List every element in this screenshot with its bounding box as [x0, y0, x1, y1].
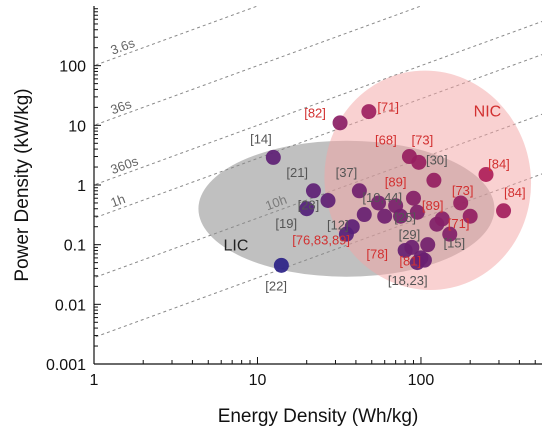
- reference-label: [21]: [286, 165, 308, 180]
- reference-label: [12]: [327, 217, 349, 232]
- tick-labels: 1 10 100 0.001 0.01 0.1 1 10 100: [46, 59, 434, 389]
- x-tick-label: 10: [249, 372, 267, 389]
- reference-label: [73]: [452, 183, 474, 198]
- guide-line: [94, 6, 96, 7]
- data-point: [320, 192, 336, 208]
- data-point: [273, 257, 289, 273]
- regions: LIC NIC: [198, 70, 532, 290]
- reference-label: [30]: [426, 153, 448, 168]
- data-point: [442, 226, 458, 242]
- data-point: [420, 237, 436, 253]
- reference-label: [84]: [504, 185, 526, 200]
- data-point: [299, 201, 315, 217]
- data-point: [393, 208, 409, 224]
- reference-label: [18,23]: [388, 273, 428, 288]
- nic-label: NIC: [474, 104, 502, 121]
- data-point: [409, 204, 425, 220]
- data-point: [405, 190, 421, 206]
- y-tick-label: 0.001: [46, 357, 86, 374]
- data-point: [377, 208, 393, 224]
- data-point: [426, 172, 442, 188]
- data-point: [411, 154, 427, 170]
- reference-label: [73]: [412, 132, 434, 147]
- reference-label: [89]: [385, 174, 407, 189]
- reference-label: [71]: [377, 100, 399, 115]
- data-point: [478, 166, 494, 182]
- data-point: [351, 183, 367, 199]
- reference-label: [37]: [336, 165, 358, 180]
- data-point: [434, 211, 450, 227]
- y-tick-label: 100: [59, 59, 86, 76]
- guide-line-label: 1h: [109, 191, 128, 210]
- data-point: [453, 195, 469, 211]
- x-axis-title: Energy Density (Wh/kg): [218, 406, 419, 427]
- data-point: [265, 149, 281, 165]
- guide-line-label: 3.6s: [109, 35, 138, 58]
- y-tick-label: 10: [68, 118, 86, 135]
- reference-label: [68]: [375, 132, 397, 147]
- reference-label: [14]: [250, 131, 272, 146]
- reference-label: [84]: [488, 156, 510, 171]
- reference-label: [78]: [366, 246, 388, 261]
- reference-label: [22]: [265, 279, 287, 294]
- x-tick-label: 1: [90, 372, 99, 389]
- data-point: [361, 104, 377, 120]
- y-tick-label: 0.1: [64, 238, 86, 255]
- data-point: [462, 208, 478, 224]
- data-point: [338, 226, 354, 242]
- data-point: [371, 195, 387, 211]
- axes: [93, 6, 542, 365]
- data-point: [404, 239, 420, 255]
- data-point: [332, 115, 348, 131]
- reference-label: [81]: [399, 253, 421, 268]
- data-point: [305, 183, 321, 199]
- reference-label: [15]: [443, 235, 465, 250]
- lic-label: LIC: [224, 237, 249, 254]
- data-points: [265, 104, 512, 273]
- reference-label: [25]: [394, 210, 416, 225]
- y-axis-title: Power Density (kW/kg): [12, 88, 33, 281]
- reference-label: [29]: [399, 227, 421, 242]
- guide-line-label: 36s: [109, 96, 134, 117]
- y-tick-label: 1: [77, 178, 86, 195]
- reference-labels: [14] [21] [28][19] [22] [37] [30] [10,44] [25] […: [250, 100, 526, 294]
- data-point: [356, 207, 372, 223]
- data-point: [416, 252, 432, 268]
- x-tick-label: 100: [408, 372, 435, 389]
- reference-label: [19]: [275, 216, 297, 231]
- reference-label: [76,83,89]: [292, 233, 350, 248]
- reference-label: [10,44]: [362, 190, 402, 205]
- reference-label: [28]: [298, 197, 320, 212]
- reference-label: [89]: [422, 198, 444, 213]
- reference-label: [82]: [304, 106, 326, 121]
- data-point: [496, 203, 512, 219]
- reference-label: [71]: [448, 216, 470, 231]
- y-tick-label: 0.01: [55, 297, 86, 314]
